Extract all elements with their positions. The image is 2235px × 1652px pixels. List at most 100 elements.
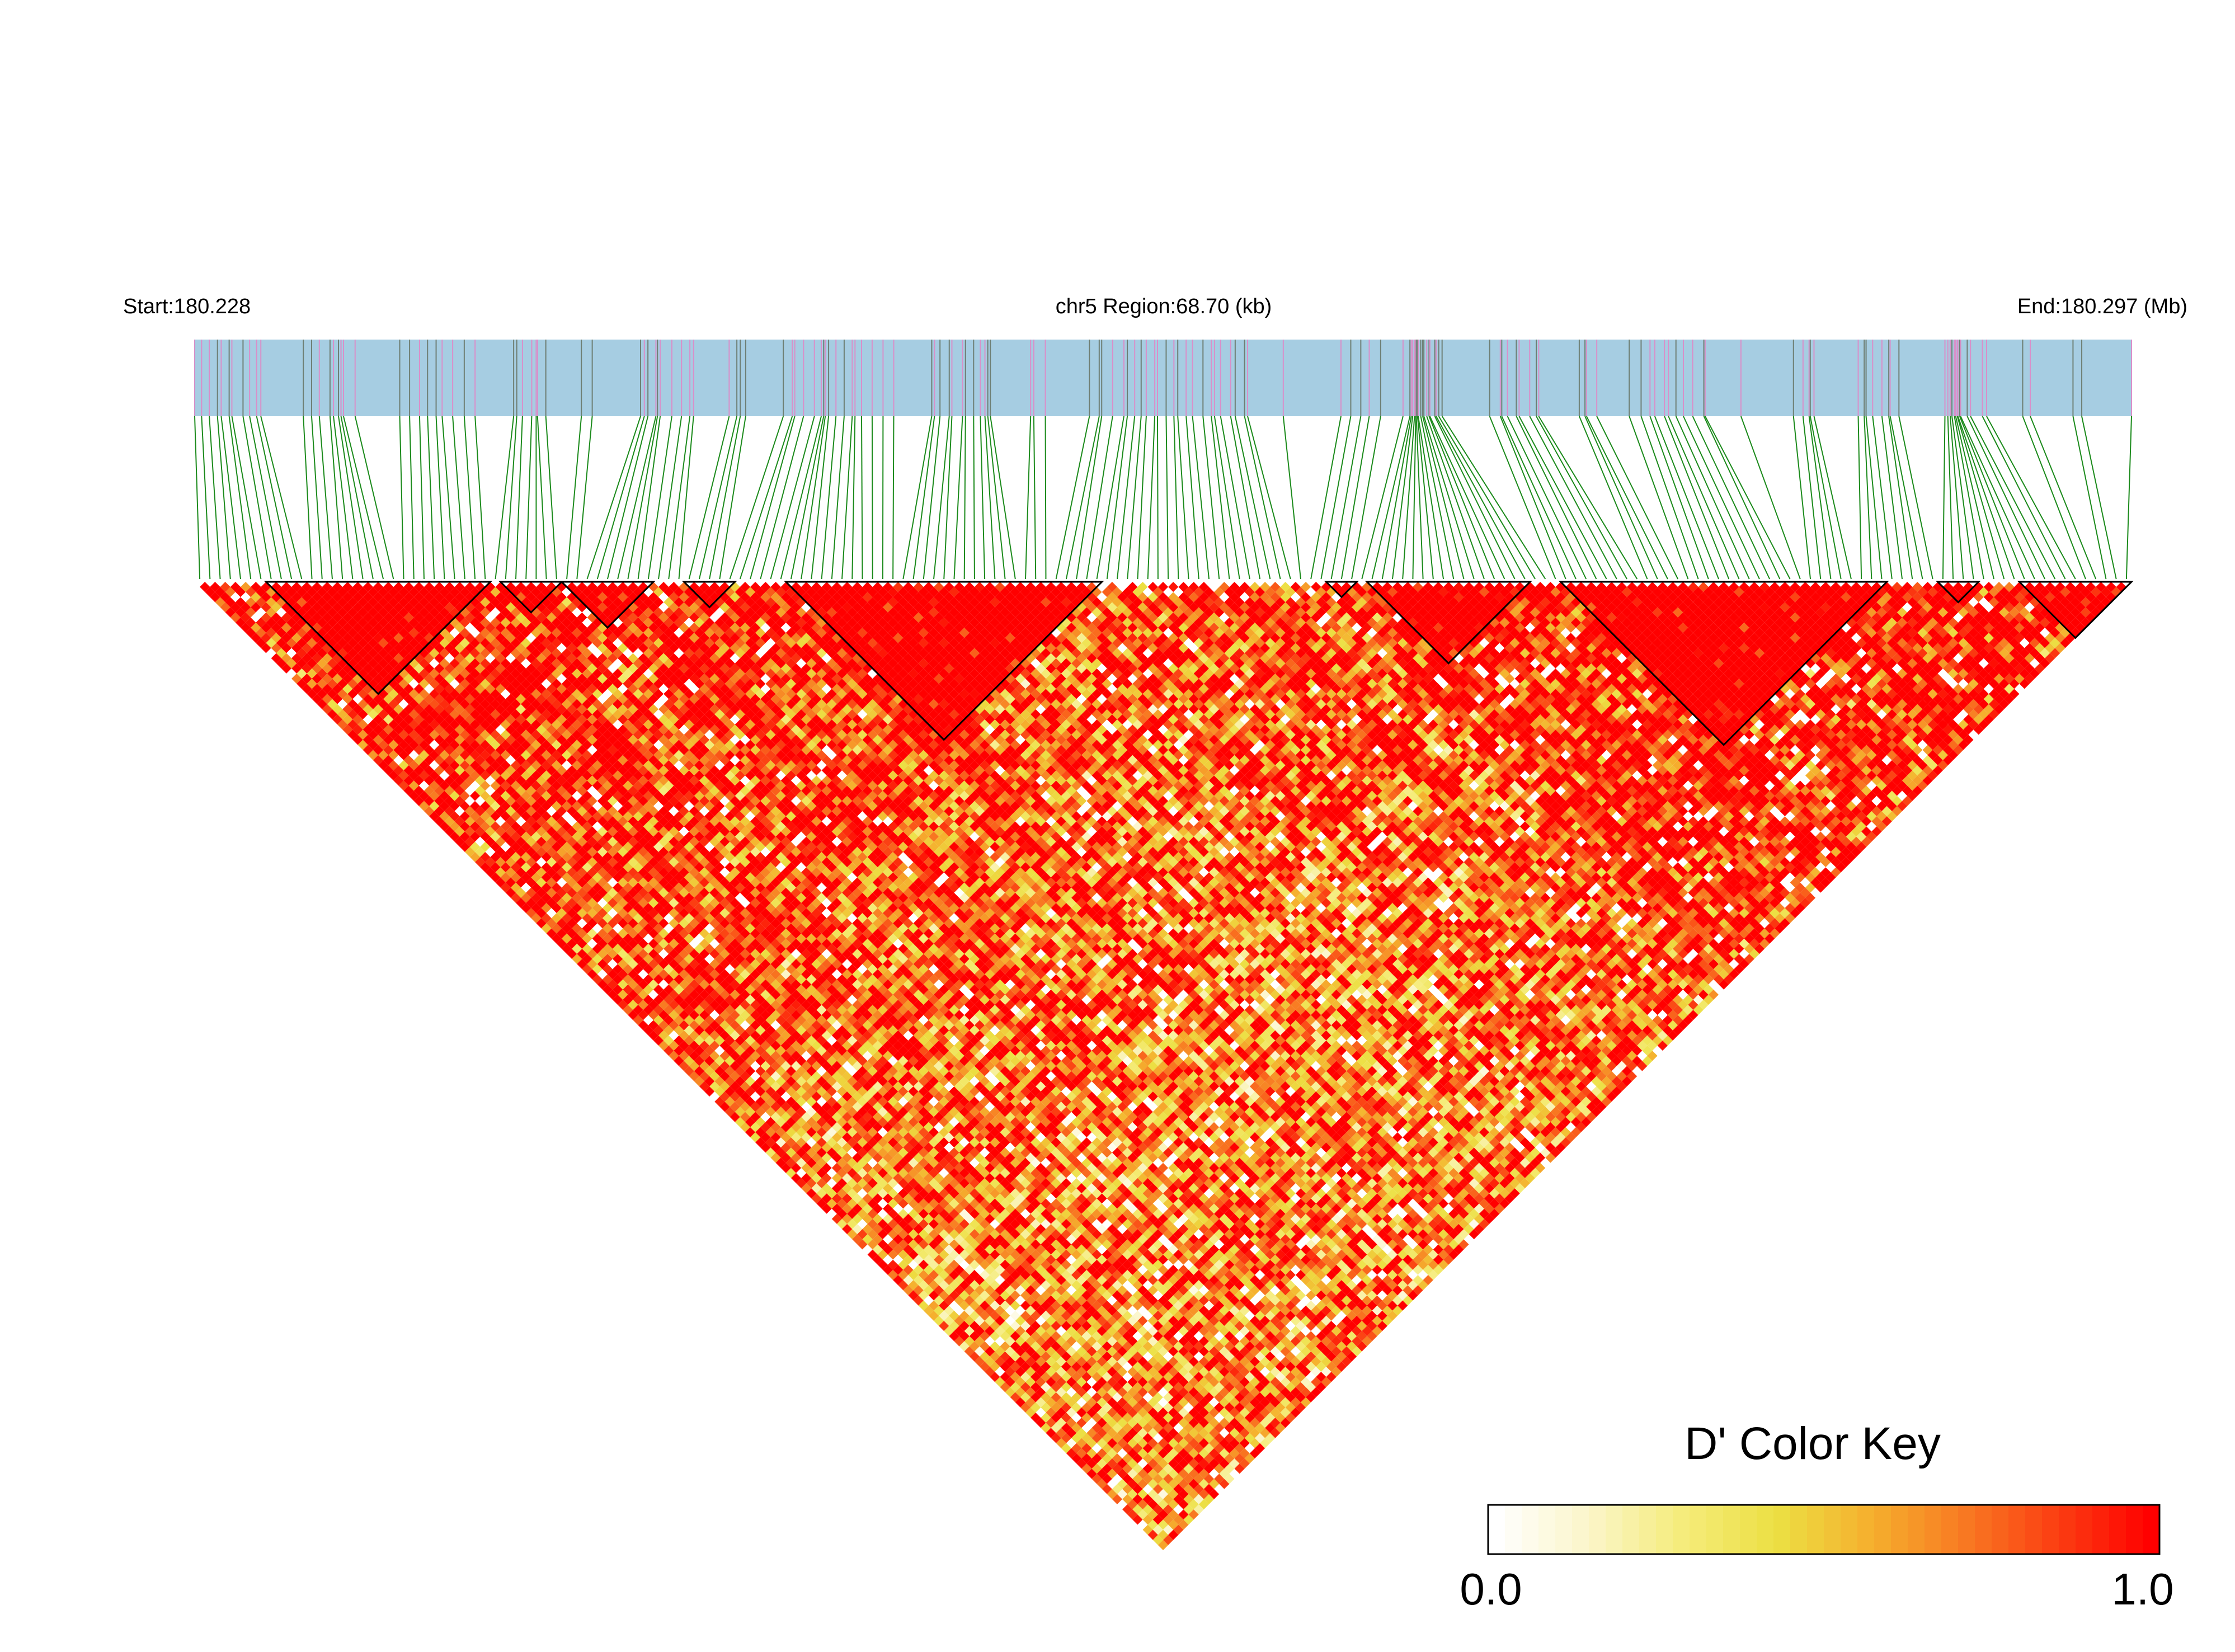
ld-cell [429,801,440,811]
ld-cell [1025,1407,1036,1418]
ld-cell [623,1005,633,1015]
ld-cell [648,1030,659,1041]
ld-cell [495,877,506,888]
snp-connector [1436,416,1526,580]
ld-cell [510,892,521,903]
ld-cell [587,959,597,969]
ld-cell [587,969,597,980]
ld-cell [1020,1402,1031,1413]
snp-connector [1177,416,1189,580]
snp-connector [953,416,963,580]
ld-cell [393,765,404,776]
ld-cell [454,826,465,837]
snp-connector [545,416,557,580]
snp-connector [658,416,683,580]
ld-cell [546,928,557,939]
snp-connector [987,416,1006,580]
snp-connector [606,416,649,580]
end-label: End:180.297 (Mb) [2017,295,2187,318]
ld-cell [847,1218,858,1230]
ld-cell [495,867,506,878]
ld-cell [862,1234,873,1245]
snp-connector [1106,416,1128,580]
ld-cell [439,821,450,832]
ld-cell [724,1096,735,1107]
ld-cell [302,684,312,694]
ld-cell [322,704,332,714]
ld-cell [618,989,628,1000]
ld-cell [444,826,455,837]
ld-cell [418,790,430,801]
ld-heatmap-cells [200,582,2126,1550]
ld-cell [898,1269,909,1281]
ld-cell [1127,1509,1138,1520]
ld-cell [434,816,445,827]
ld-cell [1147,1529,1158,1540]
snp-connector [1361,416,1404,580]
ld-cell [572,954,582,964]
snp-connector [452,416,465,580]
snp-connector [984,416,996,580]
ld-cell [378,760,389,771]
ld-cell [449,831,460,842]
snp-connector [973,416,975,580]
ld-cell [602,974,613,985]
ld-cell [908,1290,919,1301]
snp-connector [228,416,252,580]
snp-connector [1649,416,1709,580]
ld-cell [719,1091,730,1102]
snp-connector [1536,416,1627,580]
ld-cell [760,1142,771,1153]
ld-cell [613,994,623,1005]
snp-connector [242,416,272,580]
ld-cell [939,1310,949,1321]
ld-cell [888,1259,898,1270]
snp-connector [1418,416,1444,580]
snp-connector [801,416,826,580]
snp-connector [1096,416,1124,580]
snp-connector [1137,416,1147,580]
ld-cell [954,1336,964,1347]
snp-connector [1025,416,1032,580]
ld-cell [811,1193,822,1204]
snp-connector [1889,416,1923,580]
snp-connector [537,416,547,580]
ld-cell [714,1096,725,1107]
snp-connector [409,416,415,580]
ld-cell [944,1315,954,1326]
snp-connector [1220,416,1250,580]
ld-cell [342,714,353,725]
snp-connector [1865,416,1883,580]
snp-connector [821,416,837,580]
snp-connector [525,416,533,580]
start-label: Start:180.228 [123,295,251,318]
snp-connector [1518,416,1607,580]
snp-connector [1426,416,1485,580]
ld-cell [740,1112,751,1122]
ld-cell [480,851,491,863]
ld-cell [954,1326,964,1336]
ld-cell [918,1290,929,1301]
snp-connector [2030,416,2097,580]
ld-cell [363,735,373,745]
snp-connector [1086,416,1113,580]
snp-connector [1538,416,1638,580]
ld-cell [658,1040,669,1051]
ld-cell [215,587,225,597]
ld-cell [403,775,414,786]
snp-connector [770,416,815,580]
ld-cell [413,785,424,796]
snp-connector [2081,416,2117,580]
snp-connector [1340,416,1370,580]
ld-cell [240,612,251,623]
ld-cell [536,908,547,919]
snp-connector [1371,416,1411,580]
ld-cell [765,1147,776,1158]
ld-cell [521,902,531,914]
snp-connector [495,416,515,580]
snp-connector-lines [194,416,2132,580]
ld-cell [357,729,368,740]
ld-cell [434,806,445,817]
ld-cell [679,1061,689,1071]
